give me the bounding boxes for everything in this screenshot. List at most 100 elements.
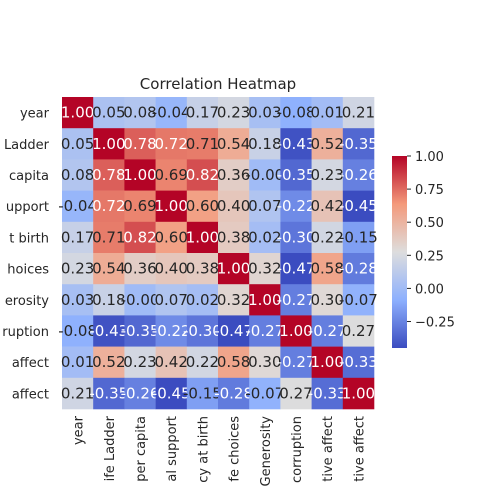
cell-value-label: 0.40 [217, 197, 250, 215]
heatmap-cell [62, 128, 94, 160]
x-axis-labels: year ife Ladder per capita al support cy at … [72, 415, 368, 486]
x-tick-label: year [72, 415, 87, 445]
heatmap-cell [342, 128, 375, 160]
heatmap-cell [62, 221, 94, 254]
cell-value-label: 0.72 [92, 197, 125, 215]
y-tick-label: hoices [7, 263, 49, 278]
cell-value-label: 1.00 [123, 166, 156, 184]
cell-value-label: 0.23 [217, 104, 250, 122]
y-tick-label: ruption [2, 325, 49, 340]
cell-value-label: -0.28 [339, 260, 378, 278]
heatmap-cell [155, 159, 188, 191]
heatmap-cell [311, 128, 344, 160]
cell-value-label: 0.52 [92, 353, 125, 371]
y-tick-label: Ladder [4, 138, 50, 153]
cell-value-label: -0.33 [308, 384, 347, 402]
cell-value-label: 0.54 [217, 135, 250, 153]
heatmap-cell [155, 97, 188, 129]
cell-value-label: 0.78 [123, 135, 156, 153]
cell-value-label: 0.22 [310, 228, 343, 246]
heatmap-cell [93, 377, 125, 410]
heatmap-cell [218, 346, 250, 379]
heatmap-cell [124, 221, 156, 254]
cell-value-label: -0.26 [339, 166, 378, 184]
cell-value-label: 0.60 [186, 197, 219, 215]
cell-value-label: 0.18 [92, 291, 125, 309]
heatmap-cell [93, 159, 125, 191]
heatmap-cell [93, 315, 125, 347]
cell-value-label: 0.38 [186, 260, 219, 278]
cell-value-label: 0.22 [186, 353, 219, 371]
heatmap-cell [342, 159, 375, 191]
heatmap-cell [311, 284, 344, 316]
cell-value-label: 1.00 [279, 322, 312, 340]
heatmap-cell [280, 253, 312, 285]
cell-value-label: -0.35 [89, 384, 128, 402]
cell-value-label: -0.00 [121, 291, 160, 309]
heatmap-cell [342, 253, 375, 285]
cell-value-label: -0.47 [214, 322, 253, 340]
heatmap-cell [311, 315, 344, 347]
colorbar-tick-label: 0.25 [415, 249, 444, 264]
heatmap-cell [342, 97, 375, 129]
cell-value-label: 1.00 [61, 104, 94, 122]
heatmap-cell [124, 377, 156, 410]
y-tick-label: affect [12, 356, 49, 371]
cell-value-label: -0.28 [214, 384, 253, 402]
cell-value-label: -0.27 [308, 322, 347, 340]
heatmap-cell [249, 97, 281, 129]
heatmap-cell [311, 221, 344, 254]
heatmap-cell [93, 128, 125, 160]
cell-value-label: 0.23 [123, 353, 156, 371]
heatmap-cell [280, 190, 312, 223]
cell-value-label: 0.05 [61, 135, 94, 153]
y-tick-label: t birth [9, 231, 49, 246]
cell-value-label: 0.78 [92, 166, 125, 184]
x-tick-label: al support [165, 416, 180, 482]
heatmap-cell [186, 221, 219, 254]
cell-value-label: 0.05 [92, 104, 125, 122]
cell-value-label: 0.32 [248, 260, 281, 278]
x-tick-label: corruption [290, 416, 305, 483]
cell-value-label: 0.69 [123, 197, 156, 215]
heatmap-cell [62, 190, 94, 223]
heatmap-cell [218, 284, 250, 316]
x-tick-label: tive affect [352, 416, 367, 482]
cell-value-label: 0.58 [310, 260, 343, 278]
cell-value-label: 0.40 [154, 260, 187, 278]
heatmap-cell [218, 128, 250, 160]
heatmap-cell [62, 377, 94, 410]
cell-value-label: -0.27 [277, 353, 316, 371]
cell-value-label: 0.07 [154, 291, 187, 309]
heatmap-cell [249, 346, 281, 379]
cell-value-label: 1.00 [248, 291, 281, 309]
cell-value-label: 0.38 [217, 228, 250, 246]
heatmap-cell [249, 128, 281, 160]
heatmap-cell [280, 346, 312, 379]
cell-value-label: 0.02 [248, 228, 281, 246]
cell-value-label: 0.60 [154, 228, 187, 246]
heatmap-cell [93, 97, 125, 129]
heatmap-cell [342, 221, 375, 254]
cell-value-label: -0.15 [183, 384, 222, 402]
colorbar-tick-label: 1.00 [415, 150, 444, 165]
heatmap-cell [218, 97, 250, 129]
heatmap-cell [249, 221, 281, 254]
cell-value-label: 0.82 [123, 228, 156, 246]
heatmap-cell [311, 159, 344, 191]
cell-value-label: 0.69 [154, 166, 187, 184]
heatmap-cell [186, 128, 219, 160]
heatmap-cell [249, 377, 281, 410]
y-tick-label: capita [9, 169, 49, 184]
heatmap-cell [93, 284, 125, 316]
cell-value-label: -0.15 [339, 228, 378, 246]
cell-value-label: 0.23 [61, 260, 94, 278]
cell-value-label: 0.32 [217, 291, 250, 309]
cell-value-label: 0.01 [61, 353, 94, 371]
cell-value-label: 1.00 [186, 228, 219, 246]
cell-value-label: 1.00 [154, 197, 187, 215]
heatmap-cell [124, 159, 156, 191]
chart-title: Correlation Heatmap [140, 75, 296, 93]
heatmap-cell [280, 284, 312, 316]
heatmap-cell [280, 377, 312, 410]
